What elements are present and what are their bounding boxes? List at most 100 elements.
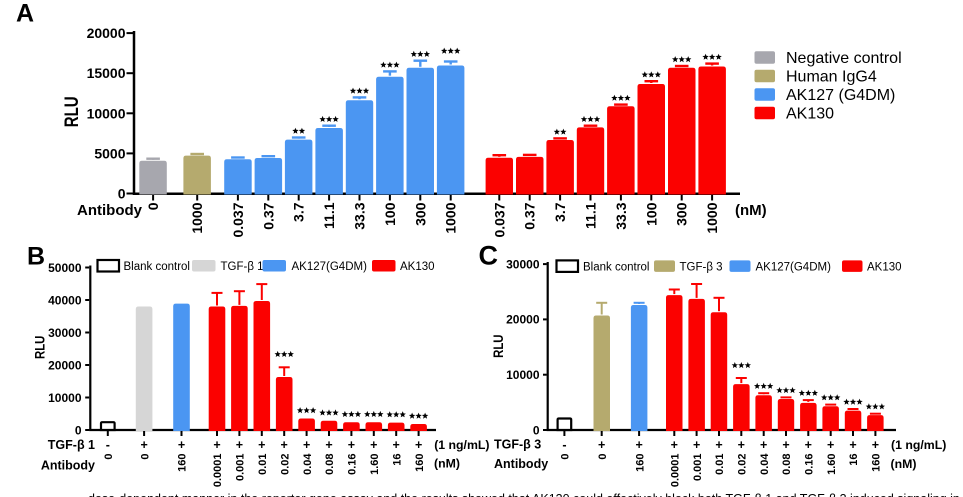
svg-text:0: 0 <box>103 454 115 460</box>
svg-text:0.02: 0.02 <box>737 454 749 475</box>
svg-text:Negative control: Negative control <box>786 50 902 67</box>
svg-text:3.7: 3.7 <box>291 202 307 222</box>
svg-text:0: 0 <box>139 454 151 460</box>
svg-text:Blank control: Blank control <box>124 261 190 273</box>
svg-text:+: + <box>849 438 856 452</box>
svg-text:AK127(G4DM): AK127(G4DM) <box>292 261 368 273</box>
svg-text:0.037: 0.037 <box>230 202 246 237</box>
svg-text:300: 300 <box>412 202 428 226</box>
svg-text:TGF-β 1: TGF-β 1 <box>221 261 264 273</box>
svg-text:+: + <box>303 438 310 452</box>
svg-text:0.01: 0.01 <box>257 454 269 475</box>
svg-text:0.001: 0.001 <box>692 454 704 482</box>
svg-text:+: + <box>393 438 400 452</box>
svg-text:0.037: 0.037 <box>491 202 507 237</box>
svg-text:30000: 30000 <box>506 257 540 271</box>
svg-text:0.04: 0.04 <box>302 453 314 475</box>
svg-text:dose-dependent manner in the r: dose-dependent manner in the reporter ge… <box>88 492 963 497</box>
svg-text:AK130: AK130 <box>400 261 435 273</box>
svg-text:RLU: RLU <box>62 96 83 127</box>
svg-text:(nM): (nM) <box>434 457 460 471</box>
svg-text:11.1: 11.1 <box>321 202 337 229</box>
svg-text:10000: 10000 <box>506 368 540 382</box>
svg-text:0.001: 0.001 <box>235 454 247 482</box>
svg-text:5000: 5000 <box>94 145 125 161</box>
svg-text:15000: 15000 <box>87 65 126 81</box>
svg-text:10000: 10000 <box>87 105 126 121</box>
svg-text:+: + <box>415 438 422 452</box>
svg-text:(nM): (nM) <box>891 457 917 471</box>
svg-text:0.16: 0.16 <box>347 454 359 475</box>
svg-text:+: + <box>805 438 812 452</box>
svg-text:+: + <box>671 438 678 452</box>
svg-text:AK127(G4DM): AK127(G4DM) <box>756 262 832 274</box>
svg-text:1.60: 1.60 <box>826 454 838 475</box>
svg-text:16: 16 <box>848 454 860 466</box>
svg-text:(nM): (nM) <box>735 202 767 219</box>
svg-text:+: + <box>178 438 185 452</box>
svg-text:11.1: 11.1 <box>583 202 599 229</box>
svg-text:20000: 20000 <box>506 313 540 327</box>
svg-text:+: + <box>760 438 767 452</box>
svg-text:0.16: 0.16 <box>804 454 816 475</box>
svg-text:+: + <box>258 438 265 452</box>
svg-text:+: + <box>782 438 789 452</box>
svg-text:+: + <box>598 438 605 452</box>
svg-text:0.04: 0.04 <box>759 453 771 475</box>
svg-text:+: + <box>370 438 377 452</box>
svg-text:0: 0 <box>597 454 609 460</box>
svg-text:1000: 1000 <box>443 202 459 233</box>
svg-text:160: 160 <box>871 454 883 472</box>
svg-text:0.0001: 0.0001 <box>212 454 224 488</box>
svg-text:RLU: RLU <box>491 335 506 358</box>
svg-text:Antibody: Antibody <box>494 457 548 471</box>
svg-text:AK130: AK130 <box>867 262 902 274</box>
svg-text:+: + <box>236 438 243 452</box>
svg-text:0.02: 0.02 <box>279 454 291 475</box>
svg-text:30000: 30000 <box>48 326 82 340</box>
svg-text:40000: 40000 <box>48 293 82 307</box>
svg-text:33.3: 33.3 <box>352 202 368 229</box>
svg-text:+: + <box>348 438 355 452</box>
svg-text:+: + <box>872 438 879 452</box>
svg-text:0: 0 <box>75 423 82 437</box>
svg-text:20000: 20000 <box>87 25 126 41</box>
svg-text:-: - <box>106 438 110 452</box>
svg-text:+: + <box>281 438 288 452</box>
svg-text:20000: 20000 <box>48 358 82 372</box>
svg-text:16: 16 <box>391 454 403 466</box>
svg-text:(1 ng/mL): (1 ng/mL) <box>891 438 946 452</box>
svg-text:+: + <box>635 438 642 452</box>
svg-text:C: C <box>479 241 499 271</box>
svg-text:33.3: 33.3 <box>613 202 629 229</box>
svg-text:AK130: AK130 <box>786 106 834 123</box>
svg-text:50000: 50000 <box>48 261 82 275</box>
svg-text:+: + <box>213 438 220 452</box>
svg-text:1000: 1000 <box>704 202 720 233</box>
svg-text:A: A <box>16 0 34 28</box>
svg-text:0.0001: 0.0001 <box>670 454 682 488</box>
svg-text:+: + <box>693 438 700 452</box>
svg-text:+: + <box>715 438 722 452</box>
svg-text:0: 0 <box>533 423 540 437</box>
svg-text:0.37: 0.37 <box>522 202 538 229</box>
svg-text:100: 100 <box>643 202 659 226</box>
svg-text:160: 160 <box>634 454 646 472</box>
svg-text:+: + <box>325 438 332 452</box>
svg-text:10000: 10000 <box>48 391 82 405</box>
svg-text:AK127 (G4DM): AK127 (G4DM) <box>786 87 895 104</box>
svg-text:3.7: 3.7 <box>552 202 568 222</box>
svg-text:RLU: RLU <box>33 336 48 359</box>
svg-text:160: 160 <box>177 454 189 472</box>
svg-text:1000: 1000 <box>189 202 205 233</box>
svg-text:0: 0 <box>145 202 161 210</box>
svg-text:0.01: 0.01 <box>714 454 726 475</box>
svg-text:Human IgG4: Human IgG4 <box>786 69 877 86</box>
svg-text:100: 100 <box>382 202 398 226</box>
svg-text:B: B <box>27 243 45 271</box>
svg-text:(1 ng/mL): (1 ng/mL) <box>434 438 489 452</box>
svg-text:0.08: 0.08 <box>781 454 793 475</box>
svg-text:0.08: 0.08 <box>324 454 336 475</box>
svg-text:Blank control: Blank control <box>583 262 649 274</box>
svg-text:TGF-β 3: TGF-β 3 <box>494 438 541 452</box>
